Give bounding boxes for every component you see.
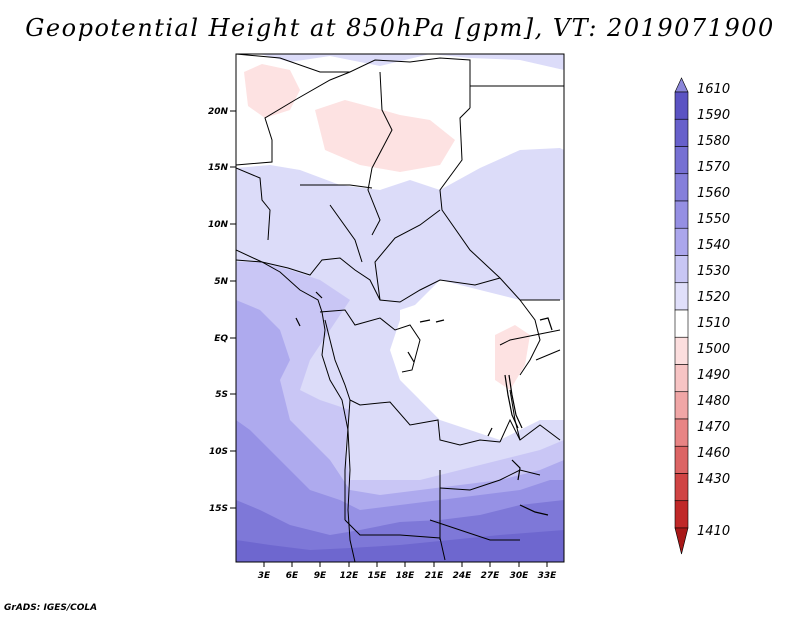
field-1500-sahel-east [315,100,455,172]
colorbar-label: 1460 [697,446,730,461]
lon-label: 15E [368,571,388,581]
colorbar-label: 1550 [697,212,730,227]
lat-label: 15N [208,163,229,173]
lat-label: 5N [214,277,228,287]
colorbar-labels: 1610 1590 1580 1570 1560 1550 1540 1530 … [697,82,730,539]
colorbar-segment [674,418,689,447]
colorbar-label: 1590 [697,108,730,123]
map-frame [235,53,565,563]
colorbar-segment [674,200,689,229]
lat-label: 15S [209,504,228,514]
colorbar-segment [674,118,689,147]
lat-labels: 20N 15N 10N 5N EQ 5S 10S 15S [208,107,229,514]
colorbar-label: 1430 [697,472,730,487]
colorbar-segment [674,473,689,502]
colorbar-segment [674,309,689,338]
colorbar-label: 1570 [697,160,730,175]
lon-label: 30E [510,571,530,581]
lon-label: 18E [396,571,416,581]
colorbar-segment [674,527,689,555]
colorbar-segment [674,391,689,420]
colorbar-label: 1480 [697,394,730,409]
lon-ticks [263,562,548,567]
lon-label: 12E [340,571,360,581]
colorbar-label: 1610 [697,82,730,97]
colorbar-label: 1510 [697,316,730,331]
lon-label: 3E [258,571,271,581]
map-panel [236,54,564,562]
colorbar-segment [674,77,689,93]
colorbar-segment [674,336,689,365]
colorbar-segment [674,173,689,202]
field-1500-sahel-west [244,64,300,118]
colorbar-segment [674,500,689,529]
colorbar-segment [674,364,689,393]
colorbar-label: 1540 [697,238,730,253]
colorbar-segment [674,91,689,120]
lon-label: 33E [538,571,558,581]
field-1500-lakes [495,325,530,390]
lat-label: EQ [214,334,228,344]
height-field [236,54,564,562]
colorbar-label: 1580 [697,134,730,149]
field-1530-north [236,54,564,70]
map-title: Geopotential Height at 850hPa [gpm], VT:… [25,14,775,42]
lon-label: 9E [314,571,327,581]
country-borders [236,54,564,561]
lon-label: 24E [453,571,473,581]
coastline [236,249,356,562]
lat-ticks [230,110,236,509]
lat-label: 5S [215,390,228,400]
field-1510-congo [400,295,520,425]
water-bodies [295,291,553,516]
lat-label: 10S [209,447,228,457]
lat-label: 20N [208,107,229,117]
colorbar-label: 1530 [697,264,730,279]
lon-labels: 3E 6E 9E 12E 15E 18E 21E 24E 27E 30E 33E [258,571,557,581]
colorbar-segment [674,445,689,474]
colorbar-label: 1560 [697,186,730,201]
colorbar-label: 1520 [697,290,730,305]
colorbar-label: 1410 [697,524,730,539]
colorbar-segment [674,146,689,175]
colorbar-label: 1490 [697,368,730,383]
colorbar-segment [674,255,689,284]
lon-label: 21E [425,571,445,581]
colorbar-label: 1470 [697,420,730,435]
colorbar [674,77,689,555]
colorbar-segment [674,227,689,256]
colorbar-segment [674,282,689,311]
lon-label: 27E [481,571,501,581]
lon-label: 6E [286,571,299,581]
colorbar-label: 1500 [697,342,730,357]
footer-credit: GrADS: IGES/COLA [4,603,98,613]
lat-label: 10N [208,220,229,230]
field-1580 [236,530,564,562]
